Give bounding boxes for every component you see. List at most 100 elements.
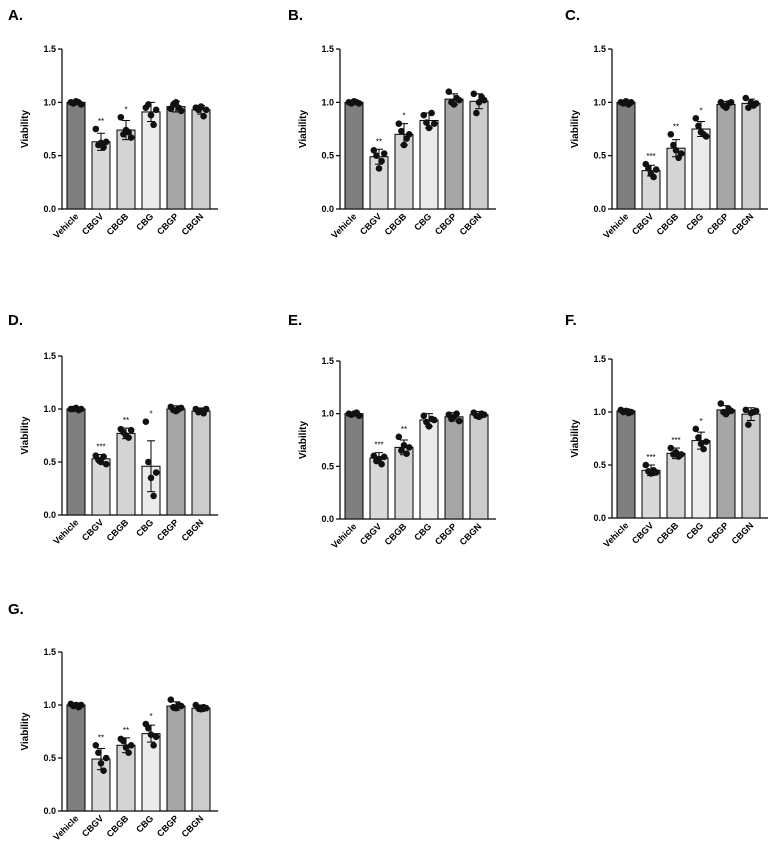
data-point xyxy=(445,88,453,95)
data-point xyxy=(152,469,160,476)
data-point xyxy=(670,141,677,149)
data-point xyxy=(405,444,413,451)
data-point xyxy=(100,767,107,775)
data-point xyxy=(122,744,130,751)
x-tick-label: Vehicle xyxy=(51,813,80,842)
bar-vehicle xyxy=(616,101,636,210)
bar-cbgb xyxy=(116,744,136,812)
bar-cbgn xyxy=(469,100,489,210)
data-point xyxy=(405,131,413,138)
data-point xyxy=(480,411,488,419)
data-point xyxy=(142,418,150,426)
x-tick-label: Vehicle xyxy=(601,211,630,240)
y-tick-label: 0.0 xyxy=(321,514,334,524)
data-point xyxy=(450,101,458,108)
x-tick-label: CBGP xyxy=(705,211,730,236)
significance-marker: ** xyxy=(123,416,129,425)
bar-cbgn xyxy=(741,413,761,519)
data-point xyxy=(127,426,135,434)
x-tick-label: CBGN xyxy=(180,211,206,237)
y-tick-label: 1.0 xyxy=(593,407,606,417)
significance-marker: *** xyxy=(374,441,383,450)
x-tick-label: CBG xyxy=(684,520,705,541)
data-point xyxy=(167,696,175,703)
chart-panel-3: D. Viability 0.0 0.5 1.0 1.5 Vehicle *** CBGV ** C… xyxy=(8,312,218,546)
x-tick-label: CBGV xyxy=(80,813,105,838)
data-point xyxy=(200,112,207,120)
data-point xyxy=(150,741,157,749)
data-point xyxy=(380,150,388,157)
x-tick-label: CBGV xyxy=(358,211,383,236)
x-tick-label: CBGP xyxy=(155,211,180,236)
data-point xyxy=(202,704,210,712)
y-tick-label: 0.0 xyxy=(43,204,56,214)
significance-marker: *** xyxy=(646,453,655,462)
data-point xyxy=(152,106,160,114)
data-point xyxy=(102,138,110,146)
bar-vehicle xyxy=(616,410,636,519)
data-point xyxy=(480,96,488,104)
data-point xyxy=(398,447,405,454)
bar-cbgb xyxy=(394,446,414,520)
y-axis-label: Viability xyxy=(20,712,31,751)
data-point xyxy=(355,100,363,107)
data-point xyxy=(125,128,132,136)
y-tick-label: 0.0 xyxy=(593,204,606,214)
y-tick-label: 1.0 xyxy=(43,700,56,710)
data-point xyxy=(77,701,85,709)
x-tick-label: CBGB xyxy=(655,211,681,237)
data-point xyxy=(697,440,705,448)
y-tick-label: 0.0 xyxy=(43,510,56,520)
data-point xyxy=(100,143,107,151)
data-point xyxy=(92,741,100,749)
bar-cbgv xyxy=(641,469,661,519)
x-tick-label: CBGN xyxy=(730,211,756,237)
chart-panel-4: E. Viability 0.0 0.5 1.0 1.5 Vehicle *** CBGV ** C… xyxy=(288,312,496,550)
bar-cbgp xyxy=(166,705,186,812)
panel-label: F. xyxy=(565,312,577,329)
data-point xyxy=(695,434,702,441)
data-point xyxy=(177,404,185,412)
chart-panel-1: B. Viability 0.0 0.5 1.0 1.5 Vehicle ** CBGV * CBG… xyxy=(288,7,496,240)
significance-marker: *** xyxy=(646,152,655,161)
y-tick-label: 0.5 xyxy=(593,460,606,470)
data-point xyxy=(420,111,428,119)
significance-marker: ** xyxy=(673,122,679,131)
x-tick-label: CBGV xyxy=(358,521,383,546)
panel-label: G. xyxy=(8,601,24,618)
data-point xyxy=(370,147,378,154)
data-point xyxy=(375,165,383,172)
data-point xyxy=(677,451,685,458)
y-axis-label: Viability xyxy=(570,419,581,458)
data-point xyxy=(95,749,102,756)
data-point xyxy=(752,407,760,415)
bar-cbgp xyxy=(444,416,464,520)
data-point xyxy=(470,90,478,98)
bar-cbgn xyxy=(191,410,211,516)
data-point xyxy=(642,461,650,469)
data-point xyxy=(127,741,135,749)
x-tick-label: CBGN xyxy=(180,517,206,543)
bar-cbgb xyxy=(666,452,686,519)
bar-vehicle xyxy=(344,413,364,520)
data-point xyxy=(453,410,460,417)
x-tick-label: CBGB xyxy=(655,520,681,546)
y-axis-label: Viability xyxy=(20,109,31,148)
data-point xyxy=(375,455,383,463)
bar-cbg xyxy=(419,419,439,520)
data-point xyxy=(92,125,100,133)
bar-cbgn xyxy=(469,414,489,520)
bar-cbgv xyxy=(91,141,111,210)
data-point xyxy=(145,101,152,108)
significance-marker: * xyxy=(699,106,702,115)
data-point xyxy=(400,141,408,149)
data-point xyxy=(652,166,660,173)
x-tick-label: CBG xyxy=(684,211,705,232)
x-tick-label: Vehicle xyxy=(601,520,630,549)
x-tick-label: CBGB xyxy=(105,211,131,237)
x-tick-label: CBG xyxy=(134,211,155,232)
bar-cbgb xyxy=(116,129,136,210)
x-tick-label: CBG xyxy=(412,211,433,232)
data-point xyxy=(102,460,110,468)
data-point xyxy=(77,405,85,413)
